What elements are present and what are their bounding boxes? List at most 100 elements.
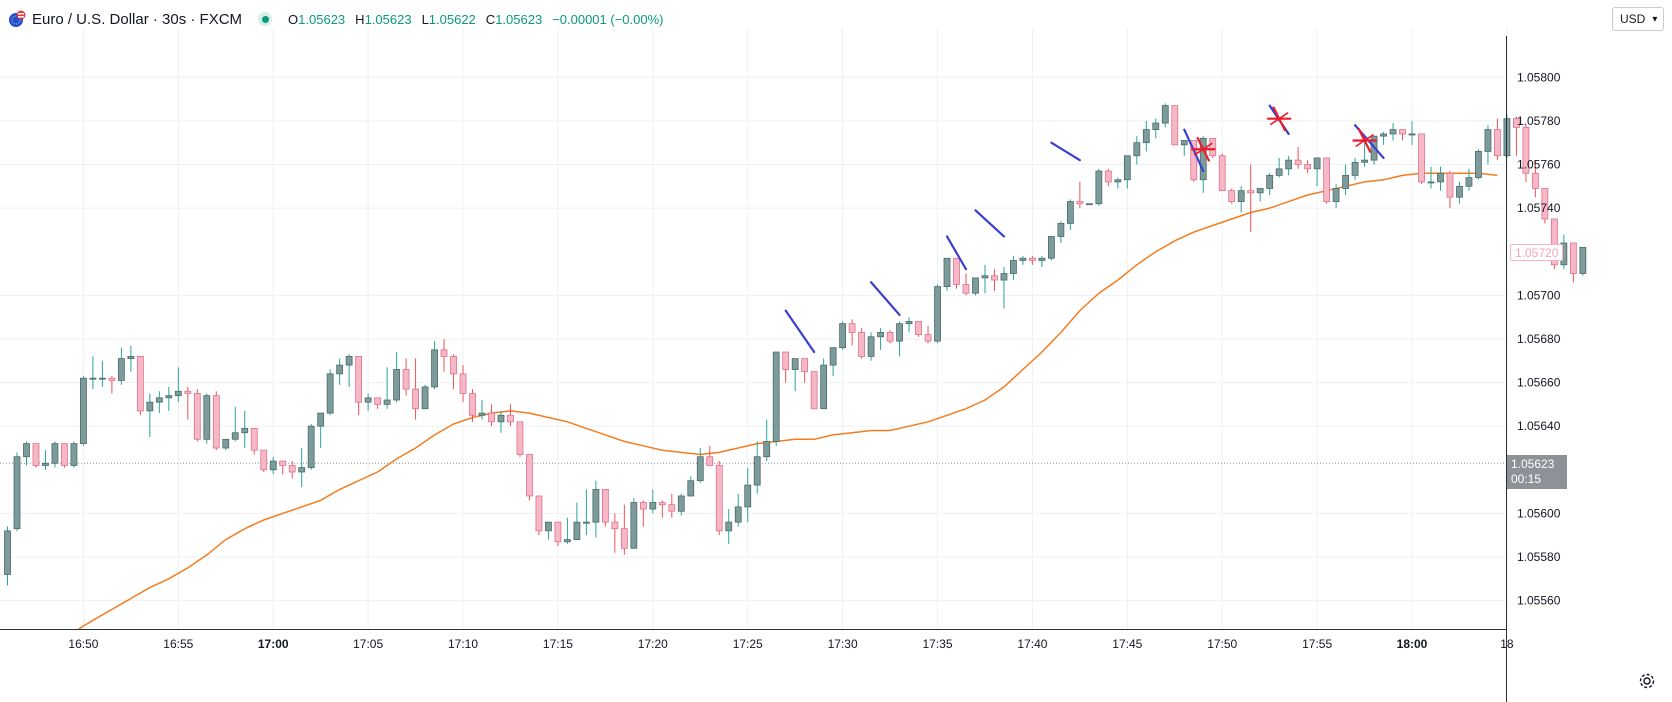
candle-down <box>288 461 296 479</box>
candle-body <box>1408 133 1416 136</box>
high-value: H1.05623 <box>355 11 412 27</box>
candle-body <box>696 456 704 482</box>
candle-up <box>725 509 733 544</box>
candle-up <box>241 410 249 448</box>
candle-up <box>1437 166 1444 191</box>
candle-up <box>545 521 552 540</box>
candle-down <box>469 389 476 422</box>
candle-body <box>288 465 296 473</box>
candle-up <box>1256 188 1264 202</box>
moving-average <box>78 172 1498 630</box>
candle-body <box>80 377 87 445</box>
candle-body <box>4 530 11 575</box>
annotations <box>784 104 1385 354</box>
candle-body <box>478 412 486 416</box>
candle-up <box>326 369 334 416</box>
candle-body <box>592 489 600 523</box>
candle-down <box>61 443 68 468</box>
x-tick-label: 17:40 <box>1017 637 1047 651</box>
candle-up <box>1275 157 1283 178</box>
drawn-x-mark <box>1352 128 1377 153</box>
candle-down <box>1418 133 1425 185</box>
candle-body <box>99 377 106 380</box>
candle-up <box>1142 120 1150 152</box>
candle-down <box>848 319 856 346</box>
candle-down <box>1076 181 1084 209</box>
candle-down <box>1190 140 1198 182</box>
open-value: O1.05623 <box>288 11 346 27</box>
candle-body <box>1389 129 1397 135</box>
currency-selector-button[interactable]: USD ▾ <box>1612 7 1664 31</box>
candle-body <box>649 502 657 510</box>
candle-body <box>867 336 875 357</box>
candle-down <box>450 354 457 390</box>
candle-body <box>535 495 543 532</box>
candle-body <box>1057 222 1065 237</box>
candle-down <box>279 460 287 475</box>
candle-up <box>70 441 78 468</box>
candle-up <box>80 376 87 446</box>
candle-up <box>1237 186 1245 213</box>
chart-settings-gear-icon[interactable] <box>1636 670 1658 692</box>
change-value: −0.00001 (−0.00%) <box>552 11 664 27</box>
candle-up <box>393 352 400 403</box>
candle-body <box>981 275 989 279</box>
candle-body <box>1161 105 1169 124</box>
candle-body <box>564 539 571 543</box>
candle-up <box>1380 131 1387 145</box>
candle-up <box>231 406 239 442</box>
candle-up <box>649 489 657 514</box>
candle-body <box>582 521 590 524</box>
candle-body <box>896 323 903 342</box>
candle-body <box>421 386 429 410</box>
candle-up <box>1114 177 1122 189</box>
candle-up <box>1285 155 1293 176</box>
candle-up <box>763 419 771 462</box>
candle-body <box>51 443 59 464</box>
candle-up <box>1465 168 1473 191</box>
candle-body <box>725 521 733 532</box>
candle-up <box>1085 203 1093 206</box>
grid <box>0 28 1508 629</box>
candle-body <box>1380 133 1387 137</box>
candle-up <box>1408 120 1416 145</box>
ma-line <box>78 172 1498 630</box>
candle-up <box>896 321 903 357</box>
market-status-icon[interactable] <box>258 12 273 26</box>
candle-body <box>1522 127 1530 174</box>
candle-body <box>1513 118 1520 128</box>
candle-up <box>269 456 277 475</box>
candle-down <box>184 386 192 420</box>
candle-up <box>1199 136 1207 193</box>
x-mark-stroke <box>1193 142 1213 156</box>
candle-body <box>1190 140 1198 181</box>
candle-up <box>1579 246 1587 276</box>
candle-down <box>1029 256 1036 265</box>
candle-up <box>564 517 571 544</box>
y-tick-label: 1.05700 <box>1517 288 1561 302</box>
drawn-trend-line <box>869 281 901 317</box>
candle-up <box>1010 256 1017 281</box>
candle-body <box>1256 188 1264 194</box>
candle-body <box>1048 236 1055 259</box>
candle-body <box>1180 140 1188 146</box>
candle-body <box>222 438 230 449</box>
symbol-title[interactable]: Euro / U.S. Dollar · 30s · FXCM <box>32 10 243 28</box>
candle-body <box>326 373 334 414</box>
x-tick-label: 17:50 <box>1207 637 1237 651</box>
candle-body <box>763 441 771 458</box>
candle-body <box>231 432 239 440</box>
x-mark-stroke <box>1269 112 1289 126</box>
candle-body <box>820 364 828 410</box>
candle-body <box>1010 260 1017 274</box>
candle-down <box>810 371 818 410</box>
candle-body <box>1199 137 1207 181</box>
candle-body <box>877 332 884 338</box>
currency-flag-icon[interactable] <box>8 10 26 28</box>
candle-body <box>943 257 951 288</box>
candle-body <box>1019 257 1027 261</box>
candle-up <box>431 341 438 390</box>
candle-body <box>801 358 809 373</box>
